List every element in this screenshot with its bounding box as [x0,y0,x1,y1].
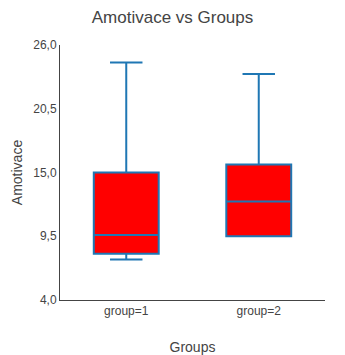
svg-text:Groups: Groups [170,339,216,355]
svg-text:4,0: 4,0 [40,293,57,307]
svg-text:group=2: group=2 [237,304,282,318]
svg-text:26,0: 26,0 [33,38,57,52]
svg-text:20,5: 20,5 [33,102,57,116]
svg-text:group=1: group=1 [104,304,149,318]
svg-text:Amotivace vs Groups: Amotivace vs Groups [92,8,254,27]
svg-text:Amotivace: Amotivace [9,140,25,206]
svg-text:15,0: 15,0 [33,166,57,180]
svg-text:9,5: 9,5 [40,229,57,243]
